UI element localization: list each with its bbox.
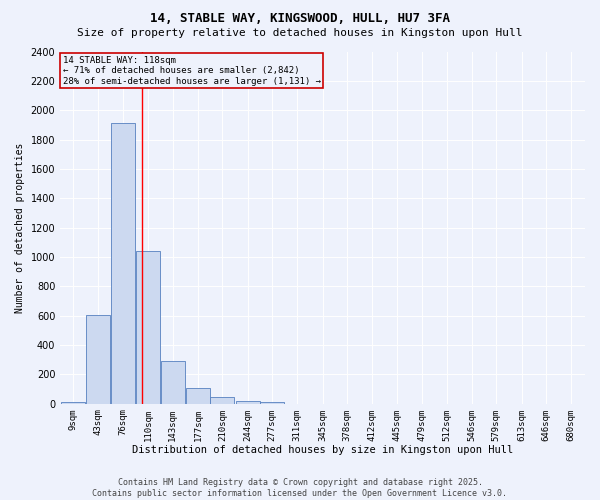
Y-axis label: Number of detached properties: Number of detached properties <box>15 142 25 313</box>
Bar <box>211 397 235 404</box>
Text: 14 STABLE WAY: 118sqm
← 71% of detached houses are smaller (2,842)
28% of semi-d: 14 STABLE WAY: 118sqm ← 71% of detached … <box>63 56 321 86</box>
Bar <box>161 361 185 404</box>
X-axis label: Distribution of detached houses by size in Kingston upon Hull: Distribution of detached houses by size … <box>132 445 513 455</box>
Text: 14, STABLE WAY, KINGSWOOD, HULL, HU7 3FA: 14, STABLE WAY, KINGSWOOD, HULL, HU7 3FA <box>150 12 450 26</box>
Bar <box>136 251 160 404</box>
Bar <box>86 315 110 404</box>
Bar <box>236 401 260 404</box>
Text: Size of property relative to detached houses in Kingston upon Hull: Size of property relative to detached ho… <box>77 28 523 38</box>
Bar <box>61 402 85 404</box>
Bar <box>111 124 135 404</box>
Text: Contains HM Land Registry data © Crown copyright and database right 2025.
Contai: Contains HM Land Registry data © Crown c… <box>92 478 508 498</box>
Bar <box>186 388 210 404</box>
Bar <box>260 402 284 404</box>
